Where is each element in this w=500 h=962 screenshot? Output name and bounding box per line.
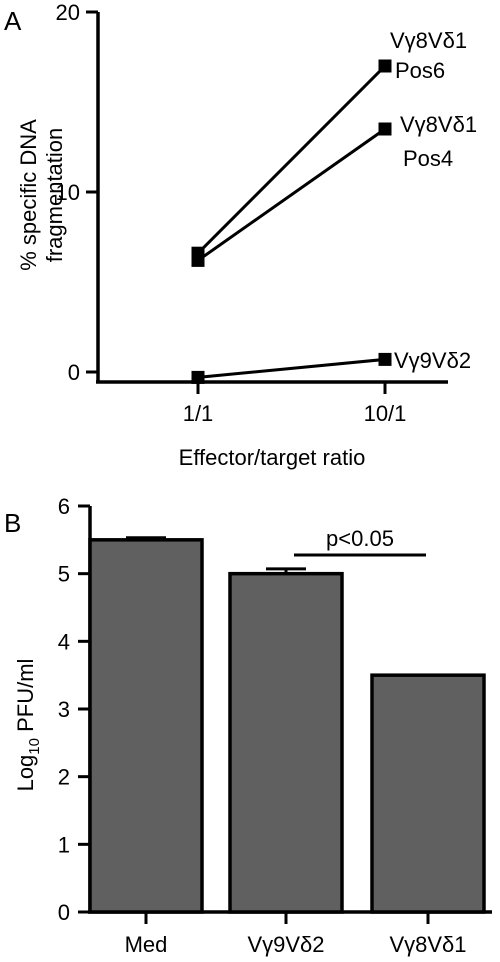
panel-b-significance-label: p<0.05 bbox=[326, 526, 394, 551]
panel-b-y-ticks: 0 1 2 3 4 5 6 bbox=[58, 494, 90, 925]
panel-a-data-point bbox=[378, 122, 392, 136]
panel-b-y-tick-label: 0 bbox=[58, 900, 70, 925]
panel-b-bar-group bbox=[228, 567, 344, 914]
panel-a-series-label: Vγ8Vδ1 bbox=[390, 28, 467, 53]
panel-a-series-line bbox=[197, 357, 386, 379]
panel-a-data-point bbox=[378, 352, 392, 366]
panel-a-x-axis-title: Effector/target ratio bbox=[179, 445, 366, 470]
panel-b-bar-group bbox=[88, 536, 204, 914]
panel-b-y-axis-title: Log10 PFU/ml bbox=[13, 659, 43, 792]
panel-a-series-1: Vγ8Vδ1 Pos6 bbox=[191, 28, 467, 260]
panel-a-x-tick-label: 10/1 bbox=[364, 401, 407, 426]
panel-b-x-tick-label: Med bbox=[125, 932, 168, 957]
panel-a-y-axis-title-line1: % specific DNA bbox=[16, 119, 41, 271]
panel-a-data-point bbox=[191, 253, 205, 267]
panel-b-bar-chart: B Log10 PFU/ml 0 1 2 3 4 5 6 Med Vγ9Vδ2 Vγ8Vδ1 p… bbox=[4, 494, 492, 957]
panel-b-y-tick-label: 4 bbox=[58, 629, 70, 654]
panel-b-significance-annotation: p<0.05 bbox=[294, 526, 426, 557]
panel-a-series: Vγ8Vδ1 Pos6 Vγ8Vδ1 Pos4 Vγ9Vδ2 bbox=[191, 28, 477, 384]
panel-a-series-line bbox=[197, 127, 386, 262]
panel-b-x-tick-label: Vγ8Vδ1 bbox=[389, 932, 466, 957]
panel-b-y-tick-label: 6 bbox=[58, 494, 70, 519]
panel-a-y-axis-title: % specific DNA fragmentation bbox=[16, 119, 67, 271]
panel-a-series-label: Pos6 bbox=[395, 58, 445, 83]
panel-a-series-line bbox=[196, 64, 387, 255]
panel-a-y-ticks: 0 10 20 bbox=[56, 0, 98, 385]
panel-a-y-axis-title-line2: fragmentation bbox=[42, 128, 67, 263]
panel-b-bar bbox=[370, 673, 486, 914]
panel-a-y-tick-label: 10 bbox=[56, 180, 80, 205]
panel-b-bar-group bbox=[370, 673, 486, 914]
panel-a-y-tick-label: 20 bbox=[56, 0, 80, 25]
panel-a-series-label: Pos4 bbox=[403, 146, 453, 171]
panel-b-y-tick-label: 1 bbox=[58, 832, 70, 857]
panel-b-y-axis-title-base: Log bbox=[13, 755, 38, 792]
panel-a-series-3: Vγ9Vδ2 bbox=[191, 348, 471, 384]
panel-b-y-axis-title-rest: PFU/ml bbox=[13, 659, 38, 738]
panel-a-y-tick-label: 0 bbox=[68, 360, 80, 385]
panel-b-y-axis-title-subscript: 10 bbox=[26, 738, 43, 755]
panel-b-bars bbox=[88, 536, 486, 914]
panel-a-series-2: Vγ8Vδ1 Pos4 bbox=[191, 112, 477, 267]
panel-a-series-label: Vγ9Vδ2 bbox=[394, 348, 471, 373]
panel-b-bar bbox=[228, 571, 344, 914]
panel-b-bar bbox=[88, 538, 204, 914]
panel-b-label: B bbox=[4, 508, 21, 538]
panel-a-data-point bbox=[378, 59, 392, 73]
panel-b-y-tick-label: 3 bbox=[58, 697, 70, 722]
panel-a-x-ticks: 1/1 10/1 bbox=[183, 382, 407, 426]
panel-a-series-label: Vγ8Vδ1 bbox=[400, 112, 477, 137]
panel-a-line-chart: A % specific DNA fragmentation 0 10 20 1/1… bbox=[4, 0, 477, 470]
panel-a-x-tick-label: 1/1 bbox=[183, 401, 214, 426]
panel-b-x-ticks: Med Vγ9Vδ2 Vγ8Vδ1 bbox=[125, 912, 467, 957]
panel-a-label: A bbox=[4, 6, 22, 36]
panel-b-y-tick-label: 5 bbox=[58, 562, 70, 587]
panel-b-x-tick-label: Vγ9Vδ2 bbox=[247, 932, 324, 957]
panel-a-data-point bbox=[191, 370, 205, 384]
panel-b-y-tick-label: 2 bbox=[58, 765, 70, 790]
